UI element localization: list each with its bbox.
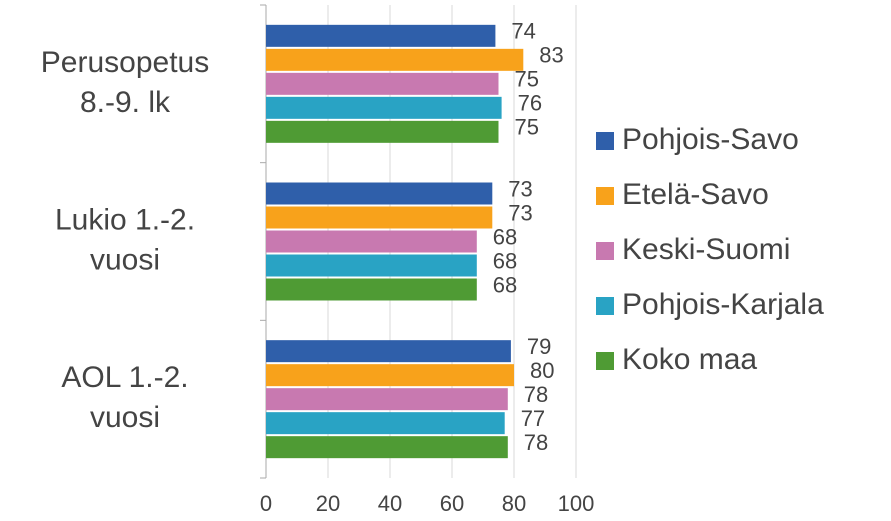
data-label: 68	[493, 272, 517, 297]
bar	[266, 388, 508, 411]
bar	[266, 412, 505, 435]
legend-swatch	[596, 132, 614, 150]
y-tick-label: Perusopetus	[41, 46, 209, 79]
bar	[266, 436, 508, 459]
y-tick-label: Lukio 1.-2.	[55, 203, 195, 236]
data-label: 79	[527, 334, 551, 359]
y-tick-label: AOL 1.-2.	[61, 361, 188, 394]
x-tick-label: 20	[316, 491, 340, 516]
legend-swatch	[596, 297, 614, 315]
bar	[266, 254, 477, 277]
legend-label: Keski-Suomi	[622, 233, 790, 266]
legend-swatch	[596, 187, 614, 205]
data-label: 68	[493, 224, 517, 249]
y-tick-label: vuosi	[90, 401, 160, 434]
data-label: 78	[524, 382, 548, 407]
data-label: 74	[511, 19, 535, 44]
bar	[266, 72, 499, 95]
bar	[266, 120, 499, 143]
bar	[266, 278, 477, 301]
bar	[266, 206, 493, 229]
bar	[266, 48, 524, 71]
bar	[266, 96, 502, 119]
bar	[266, 230, 477, 253]
legend-label: Etelä-Savo	[622, 178, 769, 211]
data-label: 83	[539, 43, 563, 68]
y-tick-label: 8.-9. lk	[80, 86, 171, 119]
x-tick-label: 0	[260, 491, 272, 516]
data-label: 75	[515, 67, 539, 92]
legend-swatch	[596, 352, 614, 370]
legend-label: Pohjois-Karjala	[622, 288, 824, 321]
legend-swatch	[596, 242, 614, 260]
x-tick-label: 100	[558, 491, 595, 516]
bar	[266, 182, 493, 205]
data-label: 77	[521, 406, 545, 431]
legend-label: Koko maa	[622, 343, 757, 376]
data-label: 68	[493, 248, 517, 273]
data-label: 73	[508, 200, 532, 225]
x-tick-label: 80	[502, 491, 526, 516]
data-label: 80	[530, 358, 554, 383]
data-label: 75	[515, 115, 539, 140]
data-label: 78	[524, 430, 548, 455]
bar	[266, 24, 496, 47]
x-tick-label: 60	[440, 491, 464, 516]
bar	[266, 340, 511, 363]
data-label: 76	[518, 91, 542, 116]
x-tick-label: 40	[378, 491, 402, 516]
legend-label: Pohjois-Savo	[622, 123, 799, 156]
data-label: 73	[508, 176, 532, 201]
y-tick-label: vuosi	[90, 243, 160, 276]
bar	[266, 364, 514, 387]
